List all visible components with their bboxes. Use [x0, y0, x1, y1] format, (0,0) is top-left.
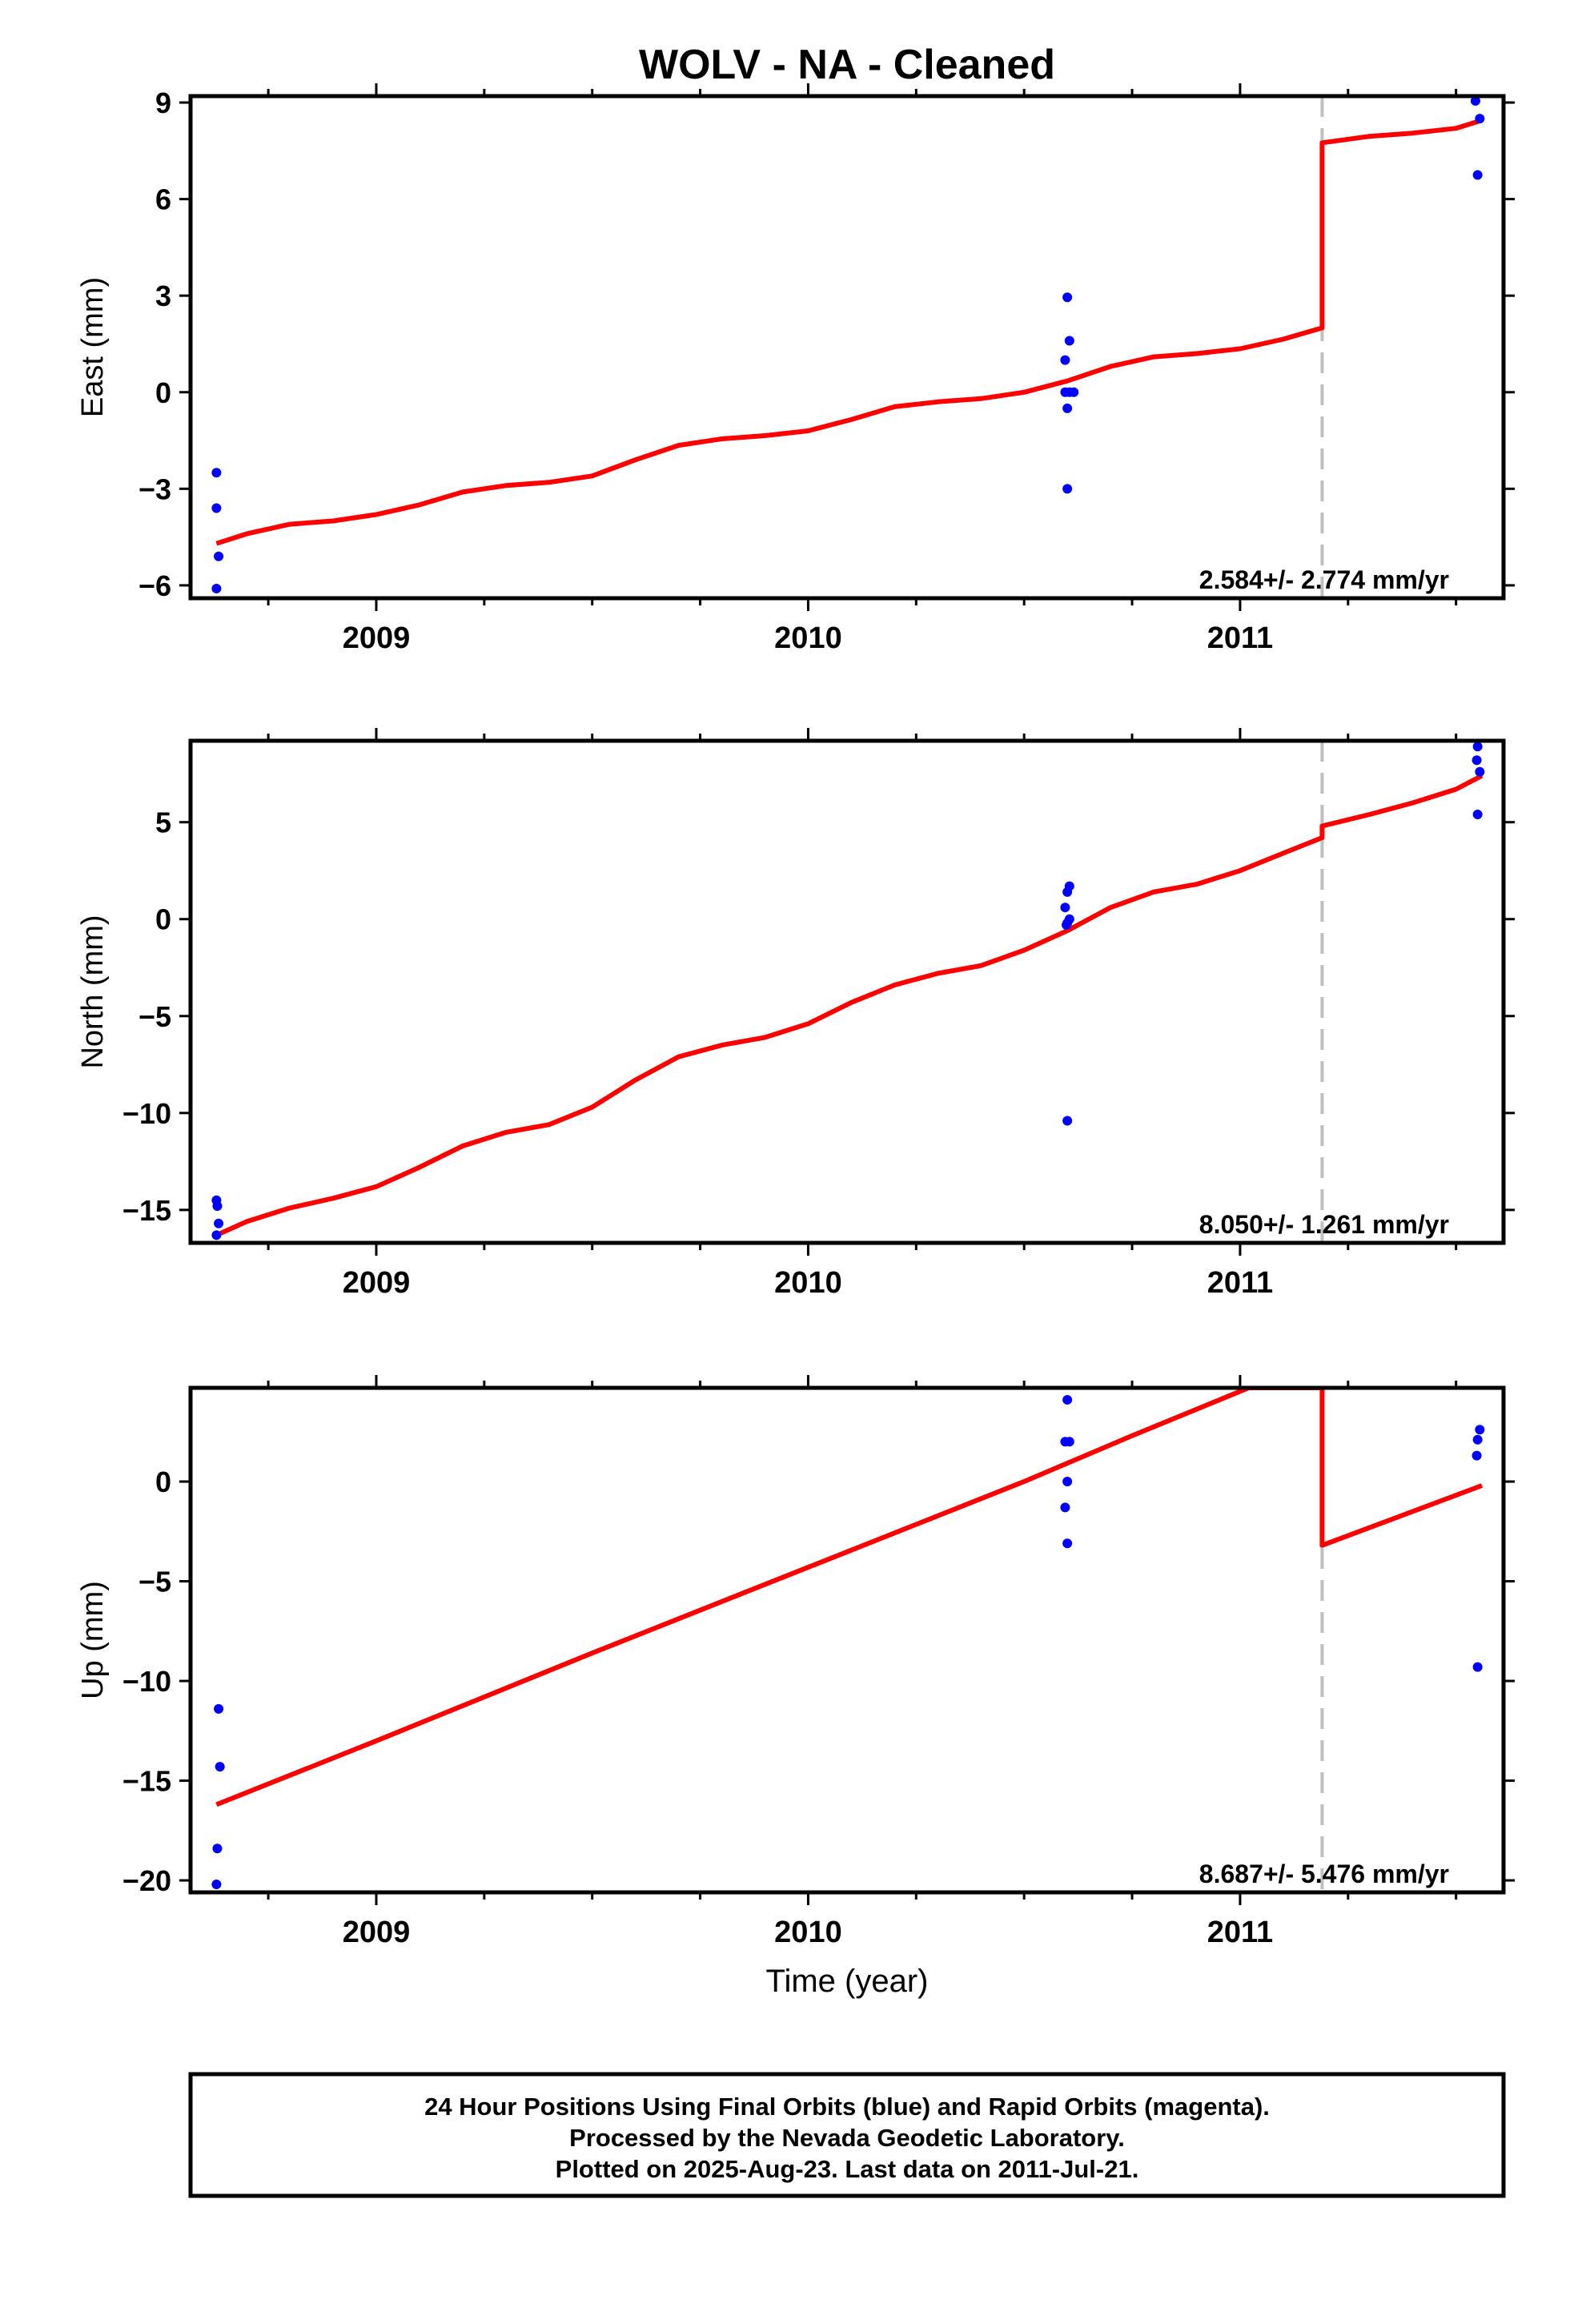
chart-title: WOLV - NA - Cleaned	[639, 42, 1055, 88]
east-y-tick-label: −6	[139, 569, 171, 602]
east-y-axis-label: East (mm)	[76, 277, 110, 417]
north-y-tick-label: −15	[122, 1194, 171, 1227]
north-panel: −15 −10 −5 0 5 2009 2010 2011 North (mm) 8.050+/-…	[76, 728, 1515, 1300]
up-y-tick-label: −15	[122, 1765, 171, 1798]
up-x-tick-label: 2011	[1207, 1916, 1273, 1949]
north-data-point	[1475, 766, 1485, 777]
up-data-point	[1062, 1477, 1073, 1487]
footer-line-3: Plotted on 2025-Aug-23. Last data on 201…	[556, 2155, 1139, 2183]
east-data-point	[1064, 336, 1074, 346]
up-data-point	[212, 1844, 223, 1854]
up-data-point	[1062, 1394, 1073, 1405]
east-data-point	[211, 583, 222, 593]
north-y-tick-label: −10	[122, 1097, 171, 1130]
north-data-point	[214, 1218, 224, 1228]
east-data-point	[211, 468, 222, 478]
east-data-point	[1062, 292, 1073, 303]
north-data-point	[1062, 887, 1073, 897]
up-data-point	[1060, 1502, 1070, 1513]
north-data-point	[1062, 1116, 1073, 1126]
up-y-tick-label: 0	[155, 1466, 171, 1498]
north-data-point	[1472, 742, 1483, 752]
up-y-tick-label: −5	[139, 1566, 171, 1598]
up-data-point	[215, 1762, 225, 1772]
east-rate-annotation: 2.584+/- 2.774 mm/yr	[1199, 565, 1449, 594]
east-x-tick-label: 2009	[343, 621, 411, 655]
north-x-tick-label: 2009	[343, 1266, 411, 1300]
east-data-point	[1060, 355, 1070, 365]
east-y-tick-label: 9	[155, 86, 171, 119]
up-y-axis-label: Up (mm)	[76, 1581, 110, 1699]
up-data-point	[214, 1703, 224, 1714]
up-data-point	[1472, 1450, 1482, 1461]
east-y-tick-label: −3	[139, 472, 171, 505]
north-y-tick-label: 0	[155, 903, 171, 936]
east-y-tick-label: 6	[155, 183, 171, 216]
east-y-tick-label: 3	[155, 279, 171, 312]
north-data-point	[1472, 809, 1483, 819]
east-plot-frame	[188, 94, 1506, 601]
up-panel: −20 −15 −10 −5 0 2009 2010 2011 Up (mm) 8.687+/- …	[76, 1375, 1515, 1949]
north-data-point	[212, 1201, 223, 1212]
east-panel: −6 −3 0 3 6 9 2009 2010 2011 East (mm) 2.584+/- 2.…	[76, 83, 1515, 655]
up-data-point	[211, 1880, 222, 1890]
x-axis-label: Time (year)	[766, 1964, 929, 1999]
footer-line-1: 24 Hour Positions Using Final Orbits (bl…	[424, 2093, 1270, 2121]
footer-box: 24 Hour Positions Using Final Orbits (bl…	[188, 2072, 1506, 2198]
north-rate-annotation: 8.050+/- 1.261 mm/yr	[1199, 1210, 1449, 1239]
up-data-point	[1064, 1437, 1074, 1447]
up-data-point	[1062, 1538, 1073, 1549]
east-data-point	[214, 551, 224, 561]
east-data-point	[1470, 96, 1480, 107]
up-x-tick-label: 2010	[774, 1916, 842, 1949]
east-model-line	[215, 118, 1483, 546]
north-y-tick-label: 5	[155, 806, 171, 839]
north-data-point	[1472, 755, 1482, 766]
north-data-point	[211, 1230, 222, 1240]
east-data-point	[1472, 170, 1483, 180]
east-data-point	[1475, 114, 1485, 124]
north-data-point	[1062, 919, 1072, 930]
north-model-line	[215, 773, 1484, 1238]
up-y-tick-label: −20	[122, 1864, 171, 1897]
up-data-point	[1472, 1662, 1483, 1672]
east-x-tick-label: 2011	[1207, 621, 1273, 655]
up-y-tick-label: −10	[122, 1665, 171, 1698]
up-data-point	[1472, 1434, 1483, 1445]
east-data-point	[1062, 484, 1073, 494]
up-data-point	[1475, 1425, 1485, 1435]
north-x-tick-label: 2010	[774, 1266, 842, 1300]
north-y-tick-label: −5	[139, 1000, 171, 1033]
north-plot-frame	[188, 738, 1506, 1245]
east-x-tick-label: 2010	[774, 621, 842, 655]
footer-line-2: Processed by the Nevada Geodetic Laborat…	[569, 2124, 1125, 2152]
east-y-tick-label: 0	[155, 376, 171, 409]
north-data-point	[1060, 903, 1070, 913]
up-plot-frame	[188, 1385, 1506, 1895]
north-y-axis-label: North (mm)	[76, 915, 110, 1068]
up-x-tick-label: 2009	[343, 1916, 411, 1949]
north-x-tick-label: 2011	[1207, 1266, 1273, 1300]
up-model-line	[215, 1388, 1484, 1807]
up-rate-annotation: 8.687+/- 5.476 mm/yr	[1199, 1860, 1449, 1888]
east-data-point	[1062, 403, 1073, 413]
east-data-point	[211, 503, 222, 513]
east-data-point	[1069, 387, 1079, 397]
